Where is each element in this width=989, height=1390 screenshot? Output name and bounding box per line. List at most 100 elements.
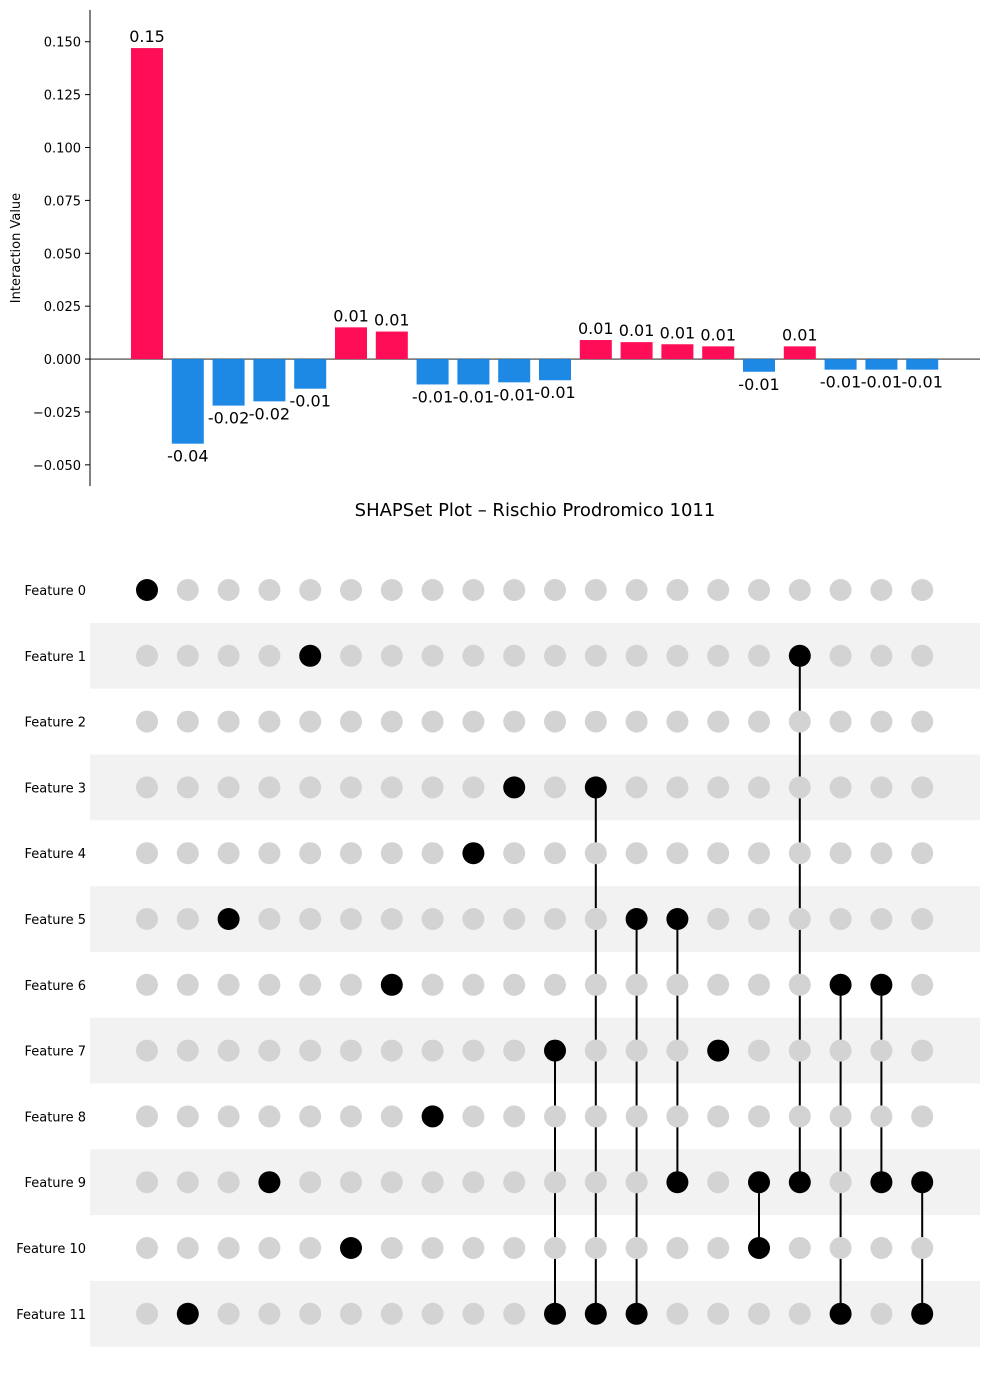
- inactive-dot: [666, 579, 689, 601]
- inactive-dot: [136, 973, 158, 996]
- inactive-dot: [707, 908, 730, 930]
- inactive-dot: [544, 710, 566, 733]
- inactive-dot: [503, 710, 526, 733]
- inactive-dot: [462, 776, 485, 799]
- bar-value-label: -0.01: [861, 373, 902, 392]
- inactive-dot: [462, 710, 485, 733]
- inactive-dot: [788, 1105, 811, 1128]
- inactive-dot: [340, 1171, 362, 1194]
- bar: [906, 359, 939, 370]
- bar: [457, 359, 490, 385]
- inactive-dot: [258, 973, 281, 996]
- inactive-dot: [829, 776, 852, 799]
- inactive-dot: [503, 644, 526, 667]
- inactive-dot: [911, 579, 934, 601]
- inactive-dot: [870, 1237, 893, 1259]
- inactive-dot: [462, 1039, 485, 1062]
- inactive-dot: [136, 1302, 158, 1325]
- inactive-dot: [829, 1039, 852, 1062]
- inactive-dot: [176, 1237, 199, 1259]
- inactive-dot: [666, 1302, 689, 1325]
- feature-label: Feature 9: [24, 1176, 86, 1191]
- inactive-dot: [176, 579, 199, 601]
- inactive-dot: [707, 710, 730, 733]
- inactive-dot: [462, 908, 485, 930]
- inactive-dot: [625, 644, 648, 667]
- inactive-dot: [299, 1237, 322, 1259]
- active-dot: [380, 973, 403, 996]
- inactive-dot: [707, 842, 730, 865]
- inactive-dot: [911, 1105, 934, 1128]
- inactive-dot: [584, 908, 607, 930]
- inactive-dot: [829, 842, 852, 865]
- active-dot: [788, 1171, 811, 1194]
- inactive-dot: [176, 973, 199, 996]
- bar-value-label: -0.01: [493, 385, 534, 404]
- active-dot: [666, 908, 689, 930]
- inactive-dot: [380, 1237, 403, 1259]
- bar: [702, 346, 735, 360]
- active-dot: [503, 776, 526, 799]
- inactive-dot: [584, 644, 607, 667]
- bar: [865, 359, 898, 370]
- active-dot: [176, 1302, 199, 1325]
- inactive-dot: [666, 1105, 689, 1128]
- inactive-dot: [625, 1171, 648, 1194]
- inactive-dot: [666, 644, 689, 667]
- inactive-dot: [748, 776, 770, 799]
- active-dot: [544, 1039, 566, 1062]
- inactive-dot: [829, 644, 852, 667]
- inactive-dot: [625, 579, 648, 601]
- active-dot: [217, 908, 240, 930]
- inactive-dot: [870, 842, 893, 865]
- inactive-dot: [788, 1237, 811, 1259]
- inactive-dot: [299, 973, 322, 996]
- inactive-dot: [911, 842, 934, 865]
- chart-title: SHAPSet Plot – Rischio Prodromico 1011: [355, 500, 716, 521]
- inactive-dot: [136, 908, 158, 930]
- inactive-dot: [299, 1039, 322, 1062]
- inactive-dot: [380, 710, 403, 733]
- inactive-dot: [340, 1302, 362, 1325]
- inactive-dot: [176, 710, 199, 733]
- inactive-dot: [217, 973, 240, 996]
- inactive-dot: [748, 710, 770, 733]
- bar: [620, 342, 653, 360]
- inactive-dot: [829, 1105, 852, 1128]
- bar-series: [131, 48, 939, 444]
- active-dot: [911, 1302, 934, 1325]
- inactive-dot: [217, 1302, 240, 1325]
- inactive-dot: [136, 644, 158, 667]
- inactive-dot: [584, 1105, 607, 1128]
- active-dot: [421, 1105, 444, 1128]
- inactive-dot: [258, 710, 281, 733]
- inactive-dot: [707, 1171, 730, 1194]
- inactive-dot: [503, 908, 526, 930]
- bar: [212, 359, 245, 406]
- inactive-dot: [217, 644, 240, 667]
- inactive-dot: [625, 973, 648, 996]
- inactive-dot: [217, 579, 240, 601]
- bar-value-label: -0.01: [820, 373, 861, 392]
- inactive-dot: [544, 1237, 566, 1259]
- bar-value-label: -0.01: [738, 375, 779, 394]
- inactive-dot: [299, 1171, 322, 1194]
- inactive-dot: [136, 842, 158, 865]
- inactive-dot: [666, 1237, 689, 1259]
- inactive-dot: [136, 1237, 158, 1259]
- inactive-dot: [217, 776, 240, 799]
- inactive-dot: [258, 842, 281, 865]
- inactive-dot: [666, 710, 689, 733]
- inactive-dot: [666, 973, 689, 996]
- inactive-dot: [584, 842, 607, 865]
- inactive-dot: [462, 1171, 485, 1194]
- inactive-dot: [176, 1171, 199, 1194]
- active-dot: [911, 1171, 934, 1194]
- inactive-dot: [625, 1237, 648, 1259]
- inactive-dot: [870, 776, 893, 799]
- inactive-dot: [707, 1105, 730, 1128]
- bar: [171, 359, 204, 444]
- inactive-dot: [707, 973, 730, 996]
- bar-value-label: -0.02: [249, 404, 290, 423]
- inactive-dot: [217, 1237, 240, 1259]
